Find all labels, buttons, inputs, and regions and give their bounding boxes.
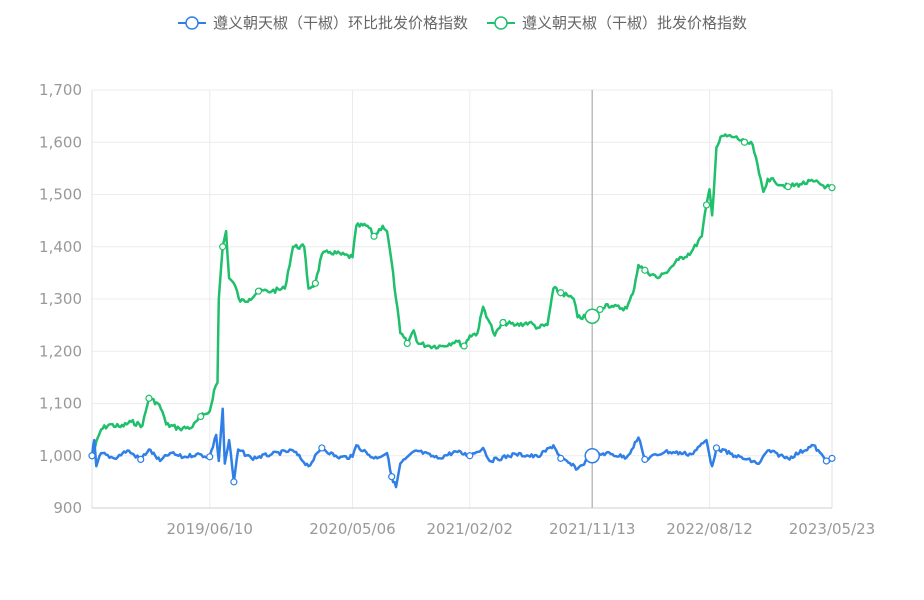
x-tick-label: 2021/02/02	[427, 520, 513, 538]
data-point	[88, 452, 96, 460]
y-tick-label: 900	[53, 499, 82, 517]
y-tick-label: 1,100	[39, 395, 82, 413]
legend-symbol-icon	[177, 15, 206, 30]
legend-item[interactable]: 遵义朝天椒（干椒）批发价格指数	[486, 12, 747, 33]
data-point	[460, 342, 468, 350]
data-point	[784, 183, 792, 191]
legend: 遵义朝天椒（干椒）环比批发价格指数 遵义朝天椒（干椒）批发价格指数	[0, 12, 924, 33]
series-line-mom-index	[90, 407, 833, 489]
series-line-wholesale-index	[90, 133, 834, 457]
x-tick-label: 2022/08/12	[666, 520, 752, 538]
data-point	[641, 266, 649, 274]
legend-item[interactable]: 遵义朝天椒（干椒）环比批发价格指数	[177, 12, 468, 33]
y-tick-label: 1,000	[39, 447, 82, 465]
y-tick-label: 1,200	[39, 342, 82, 360]
data-point	[311, 279, 319, 287]
data-point	[370, 232, 378, 240]
highlighted-point	[584, 308, 600, 324]
data-point	[828, 454, 836, 462]
data-point	[219, 243, 227, 251]
data-point	[702, 201, 711, 209]
data-point	[499, 318, 507, 327]
y-tick-label: 1,600	[39, 133, 82, 151]
x-tick-label: 2021/11/13	[549, 520, 635, 538]
data-point	[596, 305, 604, 314]
data-point	[137, 455, 145, 464]
data-point	[712, 444, 721, 452]
data-point	[403, 339, 411, 348]
legend-label: 遵义朝天椒（干椒）批发价格指数	[522, 14, 748, 32]
y-tick-label: 1,500	[39, 186, 82, 204]
data-point	[466, 452, 474, 460]
x-tick-label: 2020/05/06	[309, 520, 395, 538]
data-point	[822, 457, 830, 465]
data-point	[254, 287, 263, 295]
data-point	[641, 455, 649, 464]
data-point	[197, 412, 205, 421]
highlighted-point	[584, 448, 600, 464]
data-point	[740, 138, 749, 146]
data-point	[230, 478, 238, 486]
data-point	[318, 444, 326, 452]
y-tick-label: 1,400	[39, 238, 82, 256]
x-tick-label: 2019/06/10	[166, 520, 252, 538]
x-tick-label: 2023/05/23	[789, 520, 875, 538]
data-point	[206, 453, 214, 461]
legend-symbol-icon	[487, 15, 515, 30]
data-point	[828, 184, 836, 192]
legend-label: 遵义朝天椒（干椒）环比批发价格指数	[212, 14, 468, 32]
data-point	[557, 289, 565, 297]
data-point	[145, 394, 153, 402]
data-point	[388, 473, 396, 481]
data-point	[557, 454, 565, 462]
y-tick-label: 1,300	[39, 290, 82, 308]
y-tick-label: 1,700	[39, 81, 82, 99]
